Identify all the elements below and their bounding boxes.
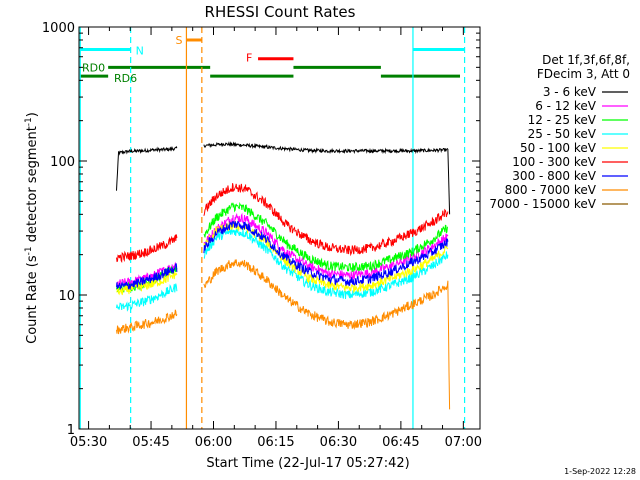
plot-frame bbox=[78, 26, 481, 430]
x-tick-label: 06:15 bbox=[257, 435, 294, 450]
series-line-5 bbox=[116, 183, 449, 264]
flag-label-f: F bbox=[246, 52, 252, 65]
legend-label: 800 - 7000 keV bbox=[505, 183, 597, 197]
series-line-7 bbox=[116, 259, 451, 410]
y-tick-label: 100 bbox=[50, 155, 75, 170]
legend-label: 12 - 25 keV bbox=[528, 113, 597, 127]
legend-label: 50 - 100 keV bbox=[520, 141, 597, 155]
flag-label-rd6: RD6 bbox=[114, 72, 137, 85]
legend-label: 25 - 50 keV bbox=[528, 127, 597, 141]
series-line-0 bbox=[116, 141, 451, 215]
series-line-3 bbox=[116, 226, 449, 312]
vertical-markers bbox=[79, 27, 466, 429]
x-tick-label: 06:45 bbox=[382, 435, 419, 450]
flag-label-rd0: RD0 bbox=[82, 61, 105, 74]
legend-label: 6 - 12 keV bbox=[535, 99, 597, 113]
legend-header-2: FDecim 3, Att 0 bbox=[537, 67, 630, 81]
legend-label: 3 - 6 keV bbox=[543, 85, 597, 99]
x-tick-label: 05:45 bbox=[132, 435, 169, 450]
series-line-6 bbox=[116, 220, 449, 290]
legend-header-1: Det 1f,3f,6f,8f, bbox=[542, 53, 630, 67]
flag-label-n: N bbox=[136, 44, 144, 57]
y-axis-label-sup2: -1 bbox=[24, 117, 34, 126]
y-axis-ticks: 1 10 100 1000 bbox=[42, 21, 480, 438]
flag-bars: N S F RD0 RD6 bbox=[80, 34, 465, 85]
legend-label: 100 - 300 keV bbox=[512, 155, 596, 169]
chart-title: RHESSI Count Rates bbox=[205, 3, 356, 21]
y-tick-label: 1 bbox=[67, 423, 75, 438]
x-tick-label: 06:30 bbox=[320, 435, 357, 450]
x-axis-label: Start Time (22-Jul-17 05:27:42) bbox=[206, 456, 409, 471]
y-axis-label: Count Rate (s-1 detector segment-1) bbox=[24, 112, 40, 344]
y-axis-label-part3: ) bbox=[25, 112, 40, 117]
legend-label: 300 - 800 keV bbox=[512, 169, 596, 183]
y-axis-label-part1: Count Rate (s bbox=[25, 255, 40, 344]
flag-label-s: S bbox=[175, 34, 182, 47]
generation-timestamp: 1-Sep-2022 12:28 bbox=[564, 467, 636, 476]
y-tick-label: 1000 bbox=[42, 21, 75, 36]
y-tick-label: 10 bbox=[58, 289, 75, 304]
x-tick-label: 05:30 bbox=[70, 435, 107, 450]
x-tick-label: 07:00 bbox=[445, 435, 482, 450]
x-tick-label: 06:00 bbox=[195, 435, 232, 450]
legend-label: 7000 - 15000 keV bbox=[489, 197, 596, 211]
series-lines bbox=[116, 141, 451, 410]
y-axis-label-part2: detector segment bbox=[25, 126, 40, 246]
y-axis-label-sup1: -1 bbox=[24, 246, 34, 255]
x-axis-ticks: 05:30 05:45 06:00 06:15 06:30 06:45 07:00 bbox=[70, 27, 482, 450]
